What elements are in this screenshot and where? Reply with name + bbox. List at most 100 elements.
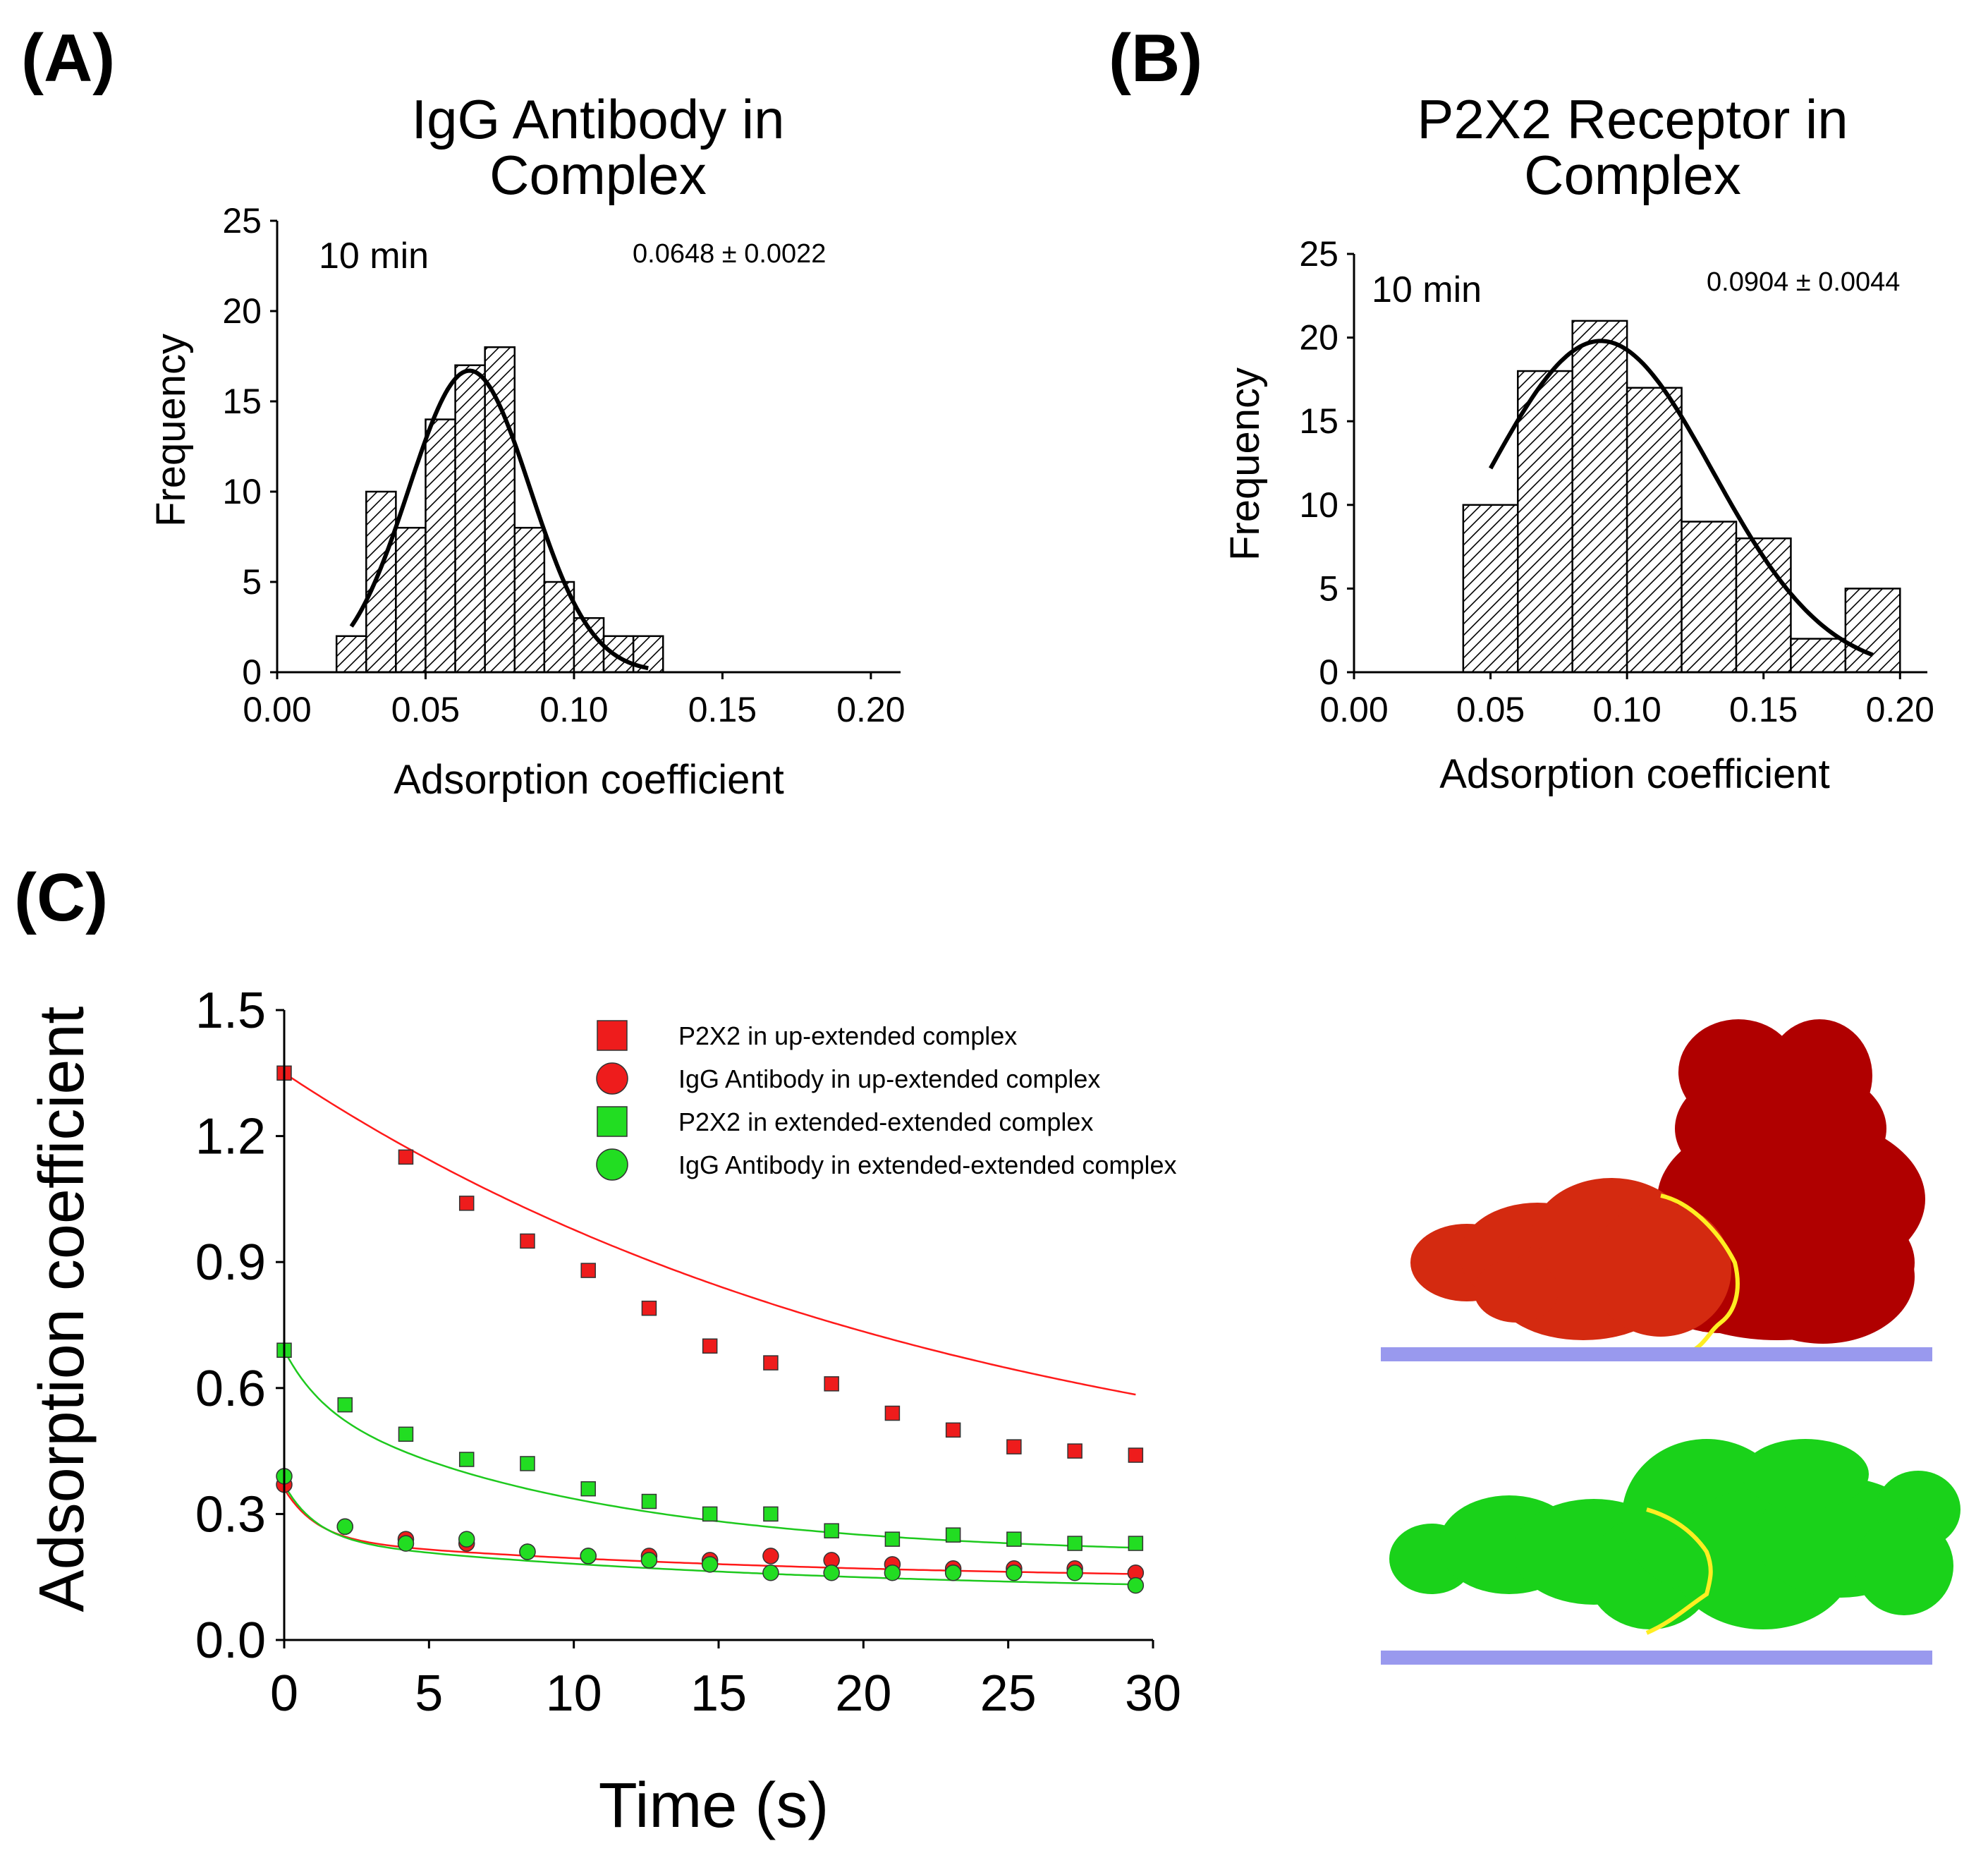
data-point-square xyxy=(580,1481,596,1497)
data-point-circle xyxy=(458,1531,475,1548)
histogram-bar xyxy=(513,526,546,674)
data-point-square xyxy=(945,1527,961,1543)
data-point-square xyxy=(884,1405,901,1421)
chart-a-title-line1: IgG Antibody in xyxy=(411,88,784,150)
x-tick-label: 0.15 xyxy=(688,690,757,729)
histogram-bar xyxy=(454,364,486,674)
legend-marker-circle xyxy=(596,1148,628,1181)
legend-marker-circle xyxy=(596,1062,628,1095)
chart-b-xlabel: Adsorption coefficient xyxy=(1439,751,1830,797)
y-tick-label: 0.3 xyxy=(195,1486,266,1543)
chart-b-ylabel: Frequency xyxy=(1222,367,1268,561)
data-point-circle xyxy=(640,1552,658,1569)
x-tick-label: 0.00 xyxy=(243,690,311,729)
data-point-circle xyxy=(944,1564,962,1581)
data-point-square xyxy=(458,1196,475,1211)
y-tick-label: 5 xyxy=(242,562,262,602)
histogram-bar xyxy=(365,490,397,674)
panel-a-label: (A) xyxy=(21,20,115,96)
chart-b-title-line1: P2X2 Receptor in xyxy=(1417,88,1848,150)
data-point-square xyxy=(641,1493,657,1509)
data-point-square xyxy=(1067,1443,1083,1459)
histogram-bar xyxy=(395,526,427,674)
chart-a-time-note: 10 min xyxy=(319,236,429,277)
y-tick-label: 20 xyxy=(1299,318,1338,358)
histogram-bar xyxy=(1844,588,1901,674)
y-tick-label: 25 xyxy=(222,201,262,241)
chart-a-ylabel: Frequency xyxy=(148,334,194,527)
histogram-bar xyxy=(1790,638,1847,674)
histogram-bar xyxy=(484,346,516,674)
extended-complex-shape xyxy=(1389,1439,1960,1629)
y-tick-label: 0.6 xyxy=(195,1361,266,1417)
x-tick-label: 0.20 xyxy=(1866,690,1934,729)
data-point-circle xyxy=(519,1543,536,1560)
histogram-bar xyxy=(1517,370,1573,674)
decay-chart: 0 5 10 15 20 25 300.00.30.60.91.21.5 Time (s) … xyxy=(27,983,1181,1841)
data-point-circle xyxy=(823,1564,840,1581)
x-tick-label: 10 xyxy=(546,1665,602,1722)
y-tick-label: 5 xyxy=(1319,569,1338,608)
chart-a-stat: 0.0648 ± 0.0022 xyxy=(633,239,826,269)
histogram-bar xyxy=(1626,387,1683,674)
histogram-bar xyxy=(1462,504,1519,674)
data-point-square xyxy=(520,1233,535,1249)
x-tick-label: 0.20 xyxy=(836,690,905,729)
data-point-square xyxy=(824,1523,839,1538)
histogram-bar xyxy=(425,418,456,674)
legend-entry: IgG Antibody in up-extended complex xyxy=(678,1064,1100,1093)
x-tick-label: 30 xyxy=(1125,1665,1181,1722)
chart-b-title-line2: Complex xyxy=(1524,144,1741,206)
y-tick-label: 0 xyxy=(1319,652,1338,692)
data-point-square xyxy=(398,1426,414,1442)
data-point-circle xyxy=(580,1548,597,1565)
y-tick-label: 0.0 xyxy=(195,1612,266,1669)
legend-marker-square xyxy=(597,1020,628,1051)
data-point-circle xyxy=(1066,1564,1083,1581)
chart-c-xlabel: Time (s) xyxy=(599,1770,829,1841)
data-point-circle xyxy=(1006,1564,1023,1581)
x-tick-label: 15 xyxy=(690,1665,747,1722)
data-point-square xyxy=(702,1506,718,1522)
y-tick-label: 20 xyxy=(222,291,262,331)
data-point-square xyxy=(1006,1531,1022,1547)
x-tick-label: 5 xyxy=(415,1665,443,1722)
y-tick-label: 1.5 xyxy=(195,983,266,1039)
y-tick-label: 1.2 xyxy=(195,1109,266,1165)
data-point-square xyxy=(763,1355,779,1371)
binding-interface-outline xyxy=(1645,1507,1713,1635)
data-point-square xyxy=(884,1531,901,1547)
legend-entry: IgG Antibody in extended-extended comple… xyxy=(678,1150,1176,1179)
y-tick-label: 10 xyxy=(222,472,262,511)
legend-entry: P2X2 in extended-extended complex xyxy=(678,1107,1093,1136)
y-tick-label: 0 xyxy=(242,652,262,692)
data-point-circle xyxy=(336,1518,353,1536)
substrate-surface xyxy=(1381,1347,1932,1361)
chart-b-stat: 0.0904 ± 0.0044 xyxy=(1707,267,1900,297)
data-point-circle xyxy=(701,1556,719,1573)
panel-c-label: (C) xyxy=(14,860,108,935)
data-point-square xyxy=(1128,1536,1144,1551)
chart-b-time-note: 10 min xyxy=(1372,269,1482,310)
x-tick-label: 20 xyxy=(835,1665,891,1722)
binding-interface-outline xyxy=(1660,1193,1740,1360)
chart-a-title-line2: Complex xyxy=(489,144,707,206)
x-tick-label: 25 xyxy=(980,1665,1037,1722)
substrate-surface xyxy=(1381,1651,1932,1665)
chart-a-xlabel: Adsorption coefficient xyxy=(394,757,784,803)
y-tick-label: 0.9 xyxy=(195,1234,266,1291)
data-point-square xyxy=(824,1376,839,1392)
up-extended-complex-illustration xyxy=(1381,1019,1932,1361)
data-point-square xyxy=(520,1456,535,1471)
chart-c-ylabel: Adsorption coefficient xyxy=(27,1007,97,1612)
legend-marker-square xyxy=(597,1106,628,1137)
histogram-bar xyxy=(335,635,367,674)
histogram-a: IgG Antibody in Complex 10 min 0.0648 ± … xyxy=(148,88,905,803)
data-point-circle xyxy=(762,1564,779,1581)
data-point-square xyxy=(458,1452,475,1467)
data-point-circle xyxy=(397,1535,415,1552)
y-tick-label: 10 xyxy=(1299,485,1338,525)
data-point-square xyxy=(398,1149,414,1165)
x-tick-label: 0.10 xyxy=(1592,690,1661,729)
x-tick-label: 0.05 xyxy=(391,690,460,729)
